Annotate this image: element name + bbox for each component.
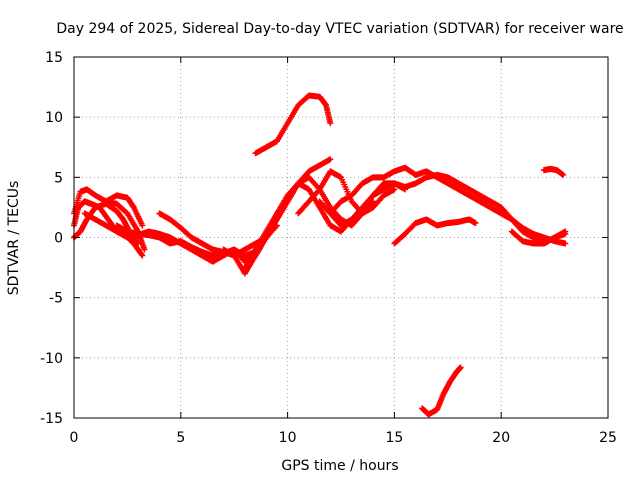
data-point [139, 222, 146, 229]
data-point [562, 240, 569, 247]
data-point [134, 239, 141, 246]
y-tick-label: -10 [40, 351, 63, 367]
series-arc-19 [508, 228, 569, 247]
data-point [368, 199, 375, 206]
data-point [472, 220, 479, 227]
x-tick-label: 5 [176, 430, 185, 446]
y-tick-label: 15 [45, 50, 63, 66]
data-point [457, 364, 464, 371]
x-tick-label: 10 [279, 430, 297, 446]
x-tick-label: 15 [385, 430, 403, 446]
series-arc-12 [252, 92, 334, 157]
y-tick-label: 0 [54, 231, 63, 247]
x-tick-label: 25 [599, 430, 617, 446]
data-point [370, 198, 377, 205]
data-point [139, 252, 146, 259]
y-tick-label: 10 [45, 110, 63, 126]
series-arc-4 [103, 192, 146, 229]
x-tick-label: 20 [492, 430, 510, 446]
data-point [327, 120, 334, 127]
data-point [560, 171, 567, 178]
chart-title: Day 294 of 2025, Sidereal Day-to-day VTE… [56, 21, 623, 37]
y-tick-label: -5 [49, 291, 63, 307]
series-arc-17 [391, 216, 479, 247]
data-point [315, 187, 322, 194]
data-point [562, 228, 569, 235]
data-points [71, 92, 569, 418]
axes: 0 5 10 15 20 25 -15 -10 -5 0 5 10 15 [40, 50, 617, 446]
data-point [391, 186, 398, 193]
x-tick-label: 0 [70, 430, 79, 446]
data-point [135, 240, 142, 247]
data-point [138, 251, 145, 258]
x-axis-label: GPS time / hours [281, 458, 398, 474]
series-arc-16 [370, 171, 569, 247]
series-arc-20 [540, 165, 567, 178]
data-point [251, 253, 258, 260]
y-tick-label: -15 [40, 411, 63, 427]
data-point [327, 156, 334, 163]
y-tick-label: 5 [54, 170, 63, 186]
series-arc-18 [419, 364, 464, 418]
y-axis-label: SDTVAR / TECUs [6, 181, 22, 296]
data-point [141, 246, 148, 253]
